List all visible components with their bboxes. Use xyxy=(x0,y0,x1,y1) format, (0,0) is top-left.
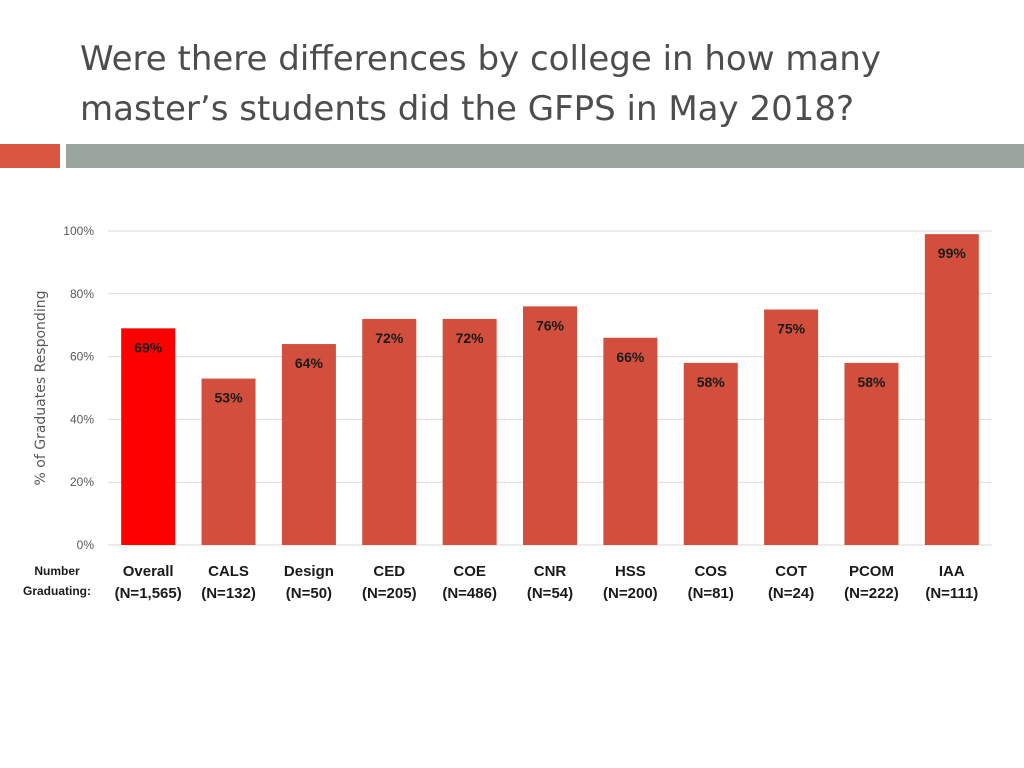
y-tick-label: 80% xyxy=(70,287,94,301)
bar-design xyxy=(281,344,336,545)
category-label: COE xyxy=(453,563,486,580)
count-label: (N=132) xyxy=(201,585,256,602)
category-label: CED xyxy=(373,563,405,580)
category-label: COT xyxy=(775,563,807,580)
category-label: Overall xyxy=(123,563,174,580)
data-label: 99% xyxy=(938,245,967,261)
data-label: 58% xyxy=(697,374,726,390)
accent-bar-gray xyxy=(66,144,1024,168)
data-label: 58% xyxy=(857,374,886,390)
count-label: (N=200) xyxy=(603,585,658,602)
data-label: 72% xyxy=(456,330,485,346)
data-label: 69% xyxy=(134,339,163,355)
y-tick-label: 40% xyxy=(70,412,94,426)
count-label: (N=81) xyxy=(688,585,734,602)
count-label: (N=24) xyxy=(768,585,814,602)
y-tick-label: 20% xyxy=(70,475,94,489)
row-label-line-1: Number xyxy=(34,564,80,578)
bars xyxy=(121,234,979,545)
count-label: (N=50) xyxy=(286,585,332,602)
y-tick-label: 0% xyxy=(77,538,95,552)
count-label: (N=1,565) xyxy=(115,585,182,602)
category-label: IAA xyxy=(939,563,965,580)
category-label: CNR xyxy=(534,563,567,580)
data-label: 76% xyxy=(536,317,565,333)
bar-cos xyxy=(683,362,738,545)
bar-coe xyxy=(442,318,497,545)
category-labels: Overall (N=1,565) CALS (N=132) Design (N=50) C… xyxy=(115,563,979,602)
data-label: 66% xyxy=(616,349,645,365)
category-label: COS xyxy=(694,563,727,580)
bar-iaa xyxy=(924,234,979,545)
count-label: (N=222) xyxy=(844,585,899,602)
data-label: 75% xyxy=(777,321,806,337)
bar-cnr xyxy=(523,306,577,545)
category-label: CALS xyxy=(208,563,249,580)
title-line-1: Were there differences by college in how… xyxy=(80,39,881,79)
category-label: PCOM xyxy=(849,563,894,580)
slide-title: Were there differences by college in how… xyxy=(80,34,980,134)
bar-cot xyxy=(764,309,819,545)
category-label: HSS xyxy=(615,563,646,580)
bar-overall xyxy=(121,328,176,545)
data-label: 72% xyxy=(375,330,404,346)
y-axis-label: % of Graduates Responding xyxy=(33,291,49,486)
title-line-2: master’s students did the GFPS in May 20… xyxy=(80,89,855,129)
y-axis-ticks: 0% 20% 40% 60% 80% 100% xyxy=(63,224,94,552)
count-label: (N=486) xyxy=(442,585,497,602)
accent-bar-orange xyxy=(0,144,60,168)
count-label: (N=54) xyxy=(527,585,573,602)
count-label: (N=205) xyxy=(362,585,417,602)
category-label: Design xyxy=(284,563,334,580)
y-tick-label: 60% xyxy=(70,350,94,364)
data-label: 64% xyxy=(295,355,324,371)
data-labels: 69% 53% 64% 72% 72% 76% 66% 58% 75% 58% 99% xyxy=(134,245,966,405)
y-tick-label: 100% xyxy=(63,224,94,238)
bar-pcom xyxy=(844,362,899,545)
row-label-line-2: Graduating: xyxy=(23,584,91,598)
bar-hss xyxy=(603,337,658,545)
data-label: 53% xyxy=(215,390,244,406)
bar-ced xyxy=(362,318,417,545)
bar-cals xyxy=(201,378,256,545)
count-label: (N=111) xyxy=(925,585,978,602)
